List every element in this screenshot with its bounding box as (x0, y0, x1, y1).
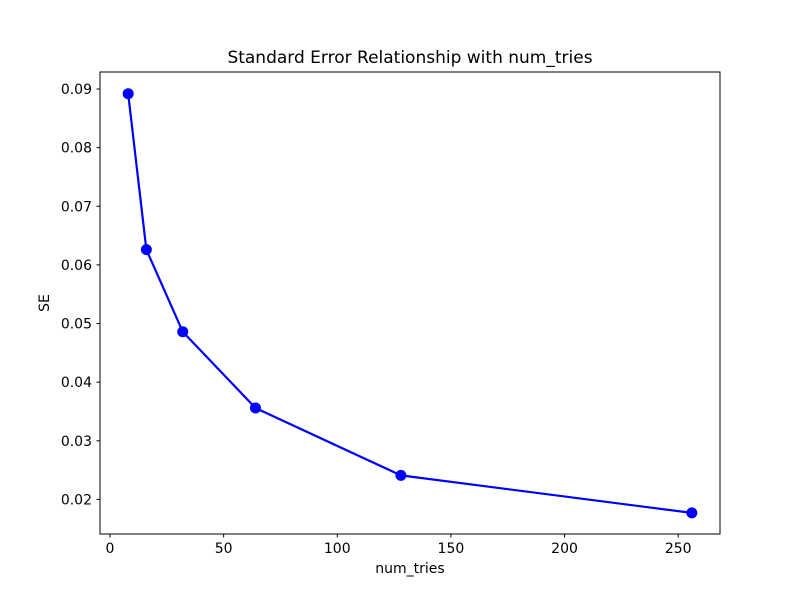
data-point (249, 402, 261, 414)
y-tick-label: 0.07 (61, 199, 92, 215)
series-layer (122, 88, 698, 519)
data-point (395, 469, 407, 481)
plot-area (99, 71, 721, 535)
y-tick-label: 0.09 (61, 82, 92, 98)
x-axis-label: num_tries (375, 561, 444, 577)
data-point (686, 507, 698, 519)
x-tick-label: 200 (551, 541, 578, 557)
data-point (140, 244, 152, 256)
data-line (127, 92, 693, 514)
y-tick-label: 0.03 (61, 434, 92, 450)
data-point (177, 326, 189, 338)
ticks-layer: 0 50 100 150 200 250 0.02 0.03 0.04 0.05 0.06 0.07 0… (61, 82, 692, 557)
y-tick-label: 0.02 (61, 492, 92, 508)
y-tick-label: 0.08 (61, 141, 92, 157)
x-tick-label: 100 (324, 541, 351, 557)
x-tick-label: 150 (438, 541, 465, 557)
y-tick-label: 0.06 (61, 258, 92, 274)
x-tick-label: 0 (106, 541, 115, 557)
x-tick-label: 250 (665, 541, 692, 557)
chart-title: Standard Error Relationship with num_tri… (227, 48, 592, 68)
y-tick-label: 0.04 (61, 375, 92, 391)
y-tick-label: 0.05 (61, 317, 92, 333)
y-axis-label: SE (37, 294, 53, 312)
x-tick-label: 50 (215, 541, 233, 557)
data-point (122, 88, 134, 100)
